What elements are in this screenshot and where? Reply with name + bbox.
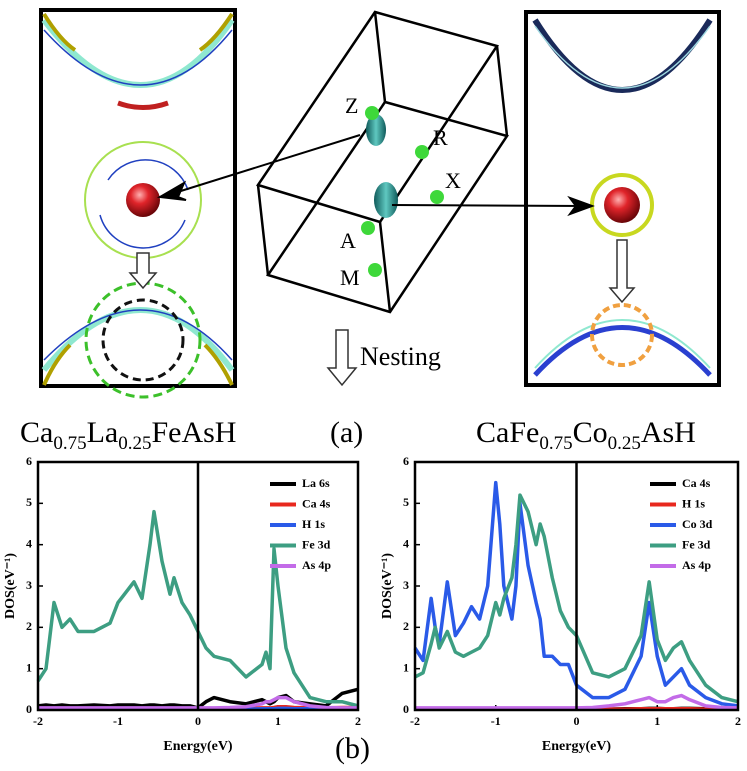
y-tick-label: 0 bbox=[403, 702, 409, 716]
fermi-surface-left bbox=[39, 8, 237, 399]
y-tick-label: 5 bbox=[403, 495, 409, 509]
k-label: X bbox=[445, 168, 461, 193]
k-points bbox=[361, 106, 444, 277]
legend-label: Co 3d bbox=[682, 517, 713, 531]
k-label: R bbox=[433, 125, 448, 150]
y-tick-label: 5 bbox=[26, 495, 32, 509]
legend-label: As 4p bbox=[302, 558, 331, 572]
y-tick-label: 3 bbox=[403, 578, 409, 592]
x-tick-label: 1 bbox=[654, 714, 660, 728]
y-tick-label: 1 bbox=[26, 660, 32, 674]
pocket bbox=[374, 182, 398, 218]
x-tick-label: -2 bbox=[410, 714, 420, 728]
x-tick-label: 2 bbox=[355, 714, 361, 728]
series-line bbox=[38, 695, 358, 710]
series-line bbox=[414, 493, 739, 704]
compound-left: Ca0.75La0.25FeAsH bbox=[20, 416, 236, 454]
y-tick-label: 0 bbox=[26, 702, 32, 716]
y-tick-label: 4 bbox=[403, 536, 409, 550]
legend-label: Ca 4s bbox=[682, 476, 711, 490]
y-tick-label: 2 bbox=[26, 619, 32, 633]
y-tick-label: 1 bbox=[403, 660, 409, 674]
series-line bbox=[415, 693, 739, 710]
y-tick-label: 6 bbox=[26, 454, 32, 468]
brillouin-zone bbox=[256, 10, 509, 314]
legend-label: Fe 3d bbox=[302, 537, 331, 551]
y-axis-label: DOS(eV⁻¹) bbox=[380, 553, 395, 619]
y-tick-label: 3 bbox=[26, 578, 32, 592]
series-line bbox=[36, 509, 359, 708]
x-tick-label: 1 bbox=[275, 714, 281, 728]
pocket bbox=[366, 114, 386, 146]
x-tick-label: 2 bbox=[735, 714, 741, 728]
legend-label: Fe 3d bbox=[682, 537, 711, 551]
y-tick-label: 6 bbox=[403, 454, 409, 468]
plot-frame bbox=[36, 460, 360, 712]
plot-frame bbox=[413, 460, 740, 712]
x-tick-label: -1 bbox=[113, 714, 123, 728]
nesting-arrow bbox=[326, 329, 358, 387]
legend-label: Ca 4s bbox=[302, 496, 331, 510]
legend-label: H 1s bbox=[682, 496, 705, 510]
compound-right: CaFe0.75Co0.25AsH bbox=[476, 416, 696, 454]
y-tick-label: 2 bbox=[403, 619, 409, 633]
k-label: M bbox=[340, 265, 360, 290]
arrows bbox=[156, 134, 595, 217]
x-tick-label: 0 bbox=[195, 714, 201, 728]
panel-label: (a) bbox=[330, 416, 363, 449]
x-tick-label: -2 bbox=[33, 714, 43, 728]
x-axis-label: Energy(eV) bbox=[163, 739, 233, 754]
x-axis-label: Energy(eV) bbox=[542, 739, 612, 754]
y-tick-label: 4 bbox=[26, 536, 32, 550]
k-label: Z bbox=[345, 93, 358, 118]
legend-label: H 1s bbox=[302, 517, 325, 531]
x-tick-label: 0 bbox=[574, 714, 580, 728]
legend-label: As 4p bbox=[682, 558, 711, 572]
panel-label: (b) bbox=[335, 732, 370, 765]
nesting-label: Nesting bbox=[360, 342, 441, 371]
k-label: A bbox=[340, 228, 356, 253]
series-line bbox=[413, 480, 739, 708]
y-axis-label: DOS(eV⁻¹) bbox=[3, 553, 18, 619]
fermi-surface-right bbox=[524, 10, 721, 387]
x-tick-label: -1 bbox=[491, 714, 501, 728]
legend-label: La 6s bbox=[302, 476, 330, 490]
